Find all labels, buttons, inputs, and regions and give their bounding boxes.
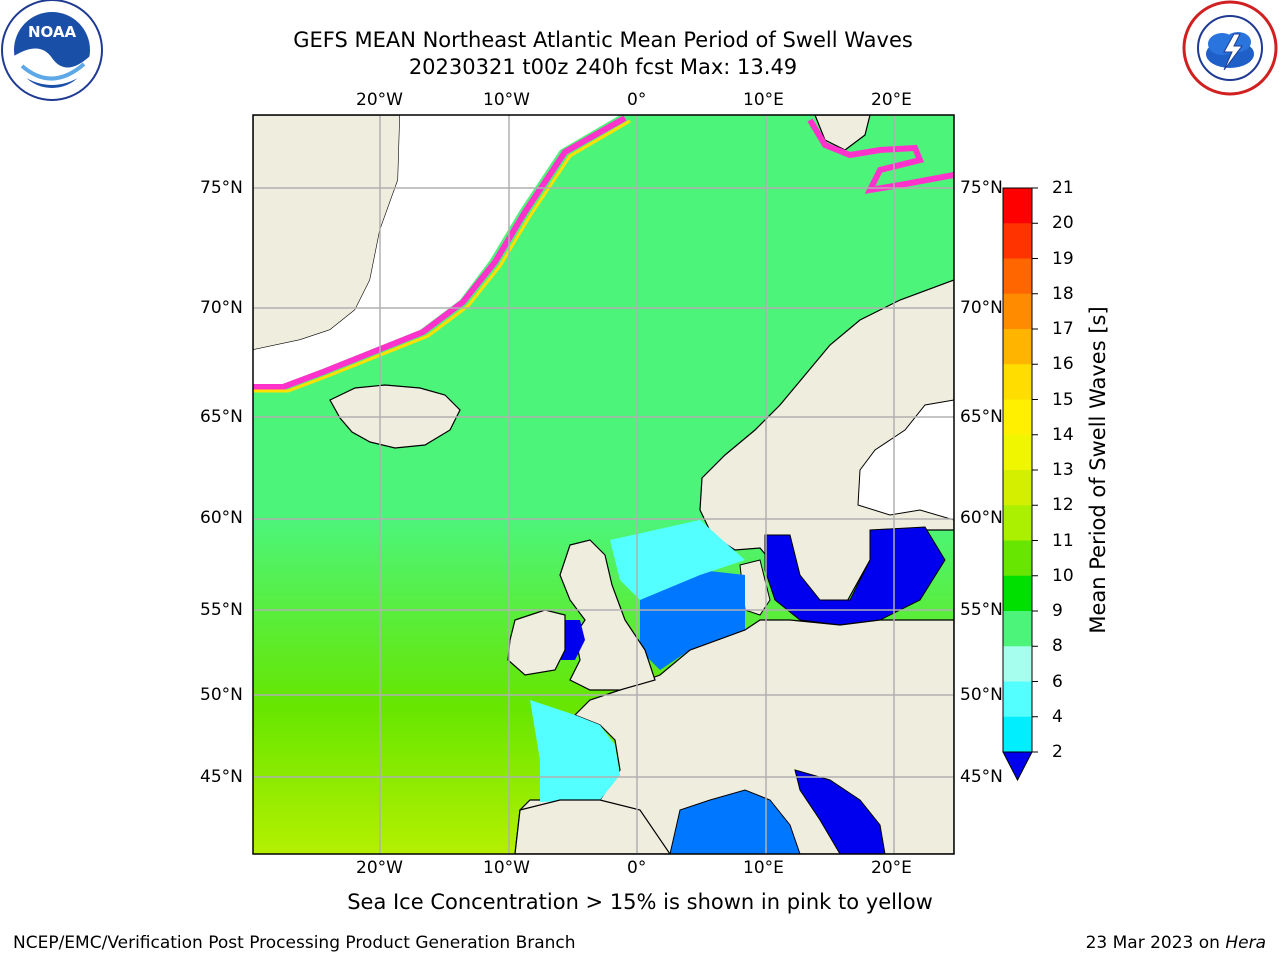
lon-label-top-10w: 10°W bbox=[483, 90, 530, 110]
lat-label-right-60n: 60°N bbox=[960, 508, 1003, 528]
colorbar-band bbox=[1003, 611, 1032, 647]
lon-label-top-10e: 10°E bbox=[743, 90, 784, 110]
lat-label-left-55n: 55°N bbox=[200, 600, 243, 620]
lat-label-left-75n: 75°N bbox=[200, 178, 243, 198]
greenland-ice bbox=[253, 115, 620, 385]
lon-label-bottom-20e: 20°E bbox=[871, 858, 912, 878]
colorbar-band bbox=[1003, 681, 1032, 718]
colorbar-extend-arrow bbox=[1002, 751, 1033, 782]
lat-label-right-70n: 70°N bbox=[960, 298, 1003, 318]
ice-edge bbox=[253, 115, 627, 390]
colorbar-tick-label: 19 bbox=[1052, 248, 1074, 269]
colorbar-tick-label: 18 bbox=[1052, 283, 1074, 304]
colorbar-tick-label: 17 bbox=[1052, 319, 1074, 339]
colorbar bbox=[1002, 187, 1038, 782]
colorbar-tick-label: 20 bbox=[1052, 213, 1074, 234]
noaa-logo: NOAA bbox=[0, 0, 104, 104]
lat-label-right-50n: 50°N bbox=[960, 685, 1003, 705]
mediterranean-sea bbox=[669, 789, 801, 854]
lon-label-bottom-20w: 20°W bbox=[356, 858, 403, 878]
lon-label-bottom-10w: 10°W bbox=[483, 858, 530, 878]
colorbar-tick-label: 13 bbox=[1052, 460, 1074, 480]
colorbar-tick-label: 9 bbox=[1052, 601, 1063, 621]
colorbar-band bbox=[1003, 293, 1032, 330]
colorbar-band bbox=[1003, 646, 1032, 682]
lat-label-right-75n: 75°N bbox=[960, 178, 1003, 198]
lon-label-top-20w: 20°W bbox=[356, 90, 403, 110]
ice-edge-yellow bbox=[253, 119, 631, 393]
colorbar-band bbox=[1003, 470, 1032, 506]
colorbar-band bbox=[1003, 716, 1032, 753]
nws-logo bbox=[1180, 0, 1280, 100]
noaa-logo-text: NOAA bbox=[28, 23, 77, 41]
lat-label-left-65n: 65°N bbox=[200, 407, 243, 427]
colorbar-band bbox=[1003, 223, 1032, 259]
lat-label-left-60n: 60°N bbox=[200, 508, 243, 528]
graticule bbox=[253, 115, 954, 854]
colorbar-band bbox=[1003, 434, 1032, 471]
colorbar-band bbox=[1003, 188, 1032, 224]
colorbar-tick-label: 15 bbox=[1052, 389, 1074, 410]
colorbar-tick-label: 4 bbox=[1052, 706, 1063, 727]
footer-machine: Hera bbox=[1225, 933, 1266, 953]
colorbar-tick-label: 2 bbox=[1052, 742, 1063, 762]
lon-label-bottom-0: 0° bbox=[627, 858, 647, 878]
lat-label-right-45n: 45°N bbox=[960, 767, 1003, 787]
svalbard-land bbox=[814, 115, 871, 151]
colorbar-band bbox=[1003, 258, 1032, 295]
iberia-land bbox=[514, 799, 671, 854]
plot-title: GEFS MEAN Northeast Atlantic Mean Period… bbox=[293, 28, 913, 52]
lon-label-top-0: 0° bbox=[627, 90, 647, 110]
colorbar-tick-label: 21 bbox=[1052, 178, 1074, 198]
colorbar-tick-label: 11 bbox=[1052, 530, 1074, 551]
lon-label-bottom-10e: 10°E bbox=[743, 858, 784, 878]
footer-date-text: 23 Mar 2023 on bbox=[1085, 933, 1226, 953]
colorbar-tick-label: 6 bbox=[1052, 671, 1063, 692]
colorbar-band bbox=[1003, 329, 1032, 365]
north-sea bbox=[610, 520, 745, 600]
lat-label-left-50n: 50°N bbox=[200, 685, 243, 705]
map-frame bbox=[252, 114, 955, 855]
lat-label-left-45n: 45°N bbox=[200, 767, 243, 787]
colorbar-band bbox=[1003, 399, 1032, 436]
colorbar-band bbox=[1003, 505, 1032, 541]
plot-subtitle: 20230321 t00z 240h fcst Max: 13.49 bbox=[408, 55, 798, 79]
map-area bbox=[253, 115, 954, 854]
lat-label-right-55n: 55°N bbox=[960, 600, 1003, 620]
colorbar-tick-label: 16 bbox=[1052, 354, 1074, 375]
colorbar-tick-label: 8 bbox=[1052, 636, 1063, 657]
lat-label-right-65n: 65°N bbox=[960, 407, 1003, 427]
colorbar-tick-label: 10 bbox=[1052, 565, 1074, 586]
footer-credit: NCEP/EMC/Verification Post Processing Pr… bbox=[13, 933, 576, 953]
adriatic-sea bbox=[794, 769, 886, 854]
colorbar-band bbox=[1003, 540, 1032, 577]
colorbar-tick-label: 12 bbox=[1052, 495, 1074, 516]
lat-label-left-70n: 70°N bbox=[200, 298, 243, 318]
ireland-land bbox=[507, 609, 566, 676]
lon-label-top-20e: 20°E bbox=[871, 90, 912, 110]
colorbar-band bbox=[1003, 575, 1032, 612]
north-sea-coast bbox=[640, 570, 745, 670]
colorbar-band bbox=[1003, 364, 1032, 400]
irish-sea bbox=[560, 620, 585, 660]
sea-ice-note: Sea Ice Concentration > 15% is shown in … bbox=[347, 890, 933, 914]
footer-date: 23 Mar 2023 on Hera bbox=[1086, 933, 1266, 953]
colorbar-label: Mean Period of Swell Waves [s] bbox=[1086, 306, 1110, 634]
colorbar-tick-label: 14 bbox=[1052, 424, 1074, 445]
